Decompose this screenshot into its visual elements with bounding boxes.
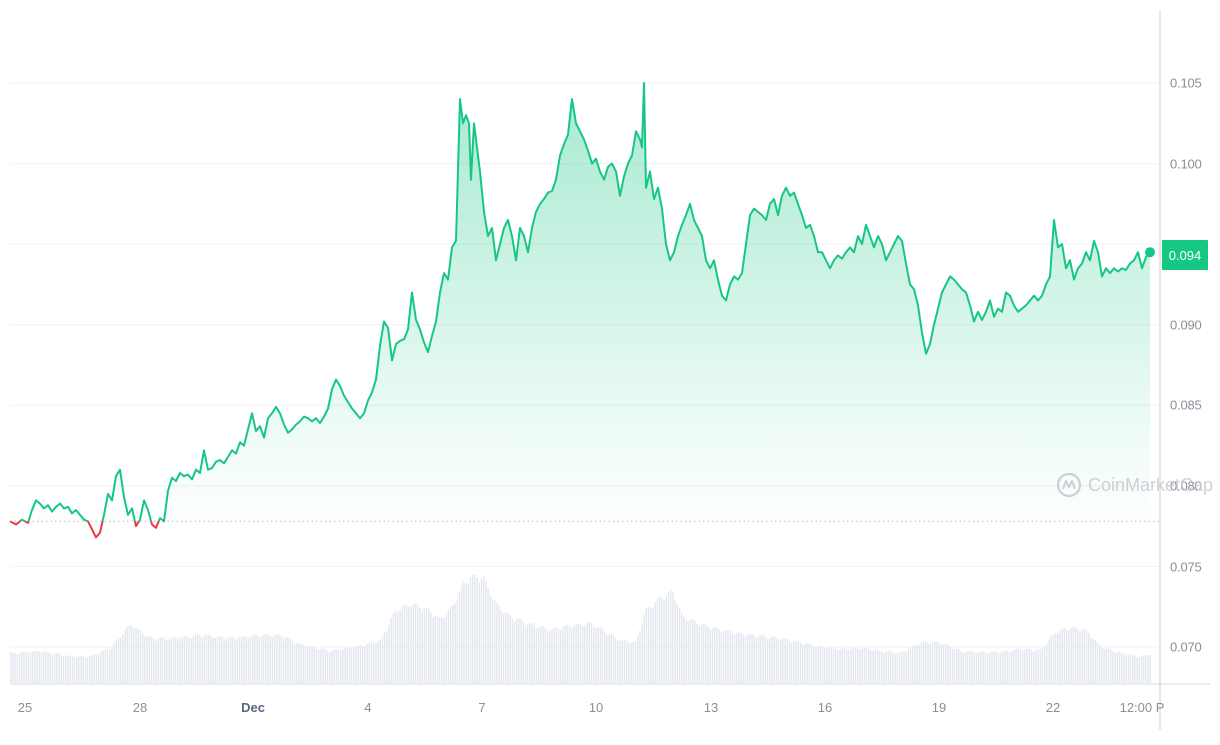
x-tick-label: 22: [1045, 700, 1061, 715]
price-line-up: [9, 82, 1151, 522]
x-tick-label: 13: [703, 700, 719, 715]
x-tick-label: 12:00 P: [1119, 700, 1165, 715]
volume-bars: [10, 574, 1151, 683]
price-area-fill: [10, 83, 1150, 522]
y-tick-label: 0.105: [1170, 75, 1202, 91]
y-tick-label: 0.090: [1170, 317, 1202, 333]
x-tick-label: 16: [817, 700, 833, 715]
current-price-value: 0.094: [1168, 247, 1202, 263]
y-tick-label: 0.100: [1170, 156, 1202, 172]
coinmarketcap-logo-icon: [1056, 472, 1082, 498]
x-tick-label: 10: [588, 700, 604, 715]
coinmarketcap-watermark: CoinMarketCap: [1056, 472, 1213, 498]
x-tick-label: 4: [364, 700, 372, 715]
x-tick-label: Dec: [241, 700, 265, 715]
x-tick-label: 25: [17, 700, 33, 715]
x-tick-label: 28: [132, 700, 148, 715]
y-tick-label: 0.075: [1170, 559, 1202, 575]
x-tick-label: 7: [478, 700, 486, 715]
x-tick-label: 19: [931, 700, 947, 715]
y-tick-label: 0.070: [1170, 639, 1202, 655]
current-price-badge: 0.094: [1162, 240, 1208, 270]
current-price-dot: [1145, 247, 1155, 258]
watermark-text: CoinMarketCap: [1088, 474, 1214, 495]
y-tick-label: 0.080: [1170, 478, 1202, 494]
y-tick-label: 0.085: [1170, 397, 1202, 413]
